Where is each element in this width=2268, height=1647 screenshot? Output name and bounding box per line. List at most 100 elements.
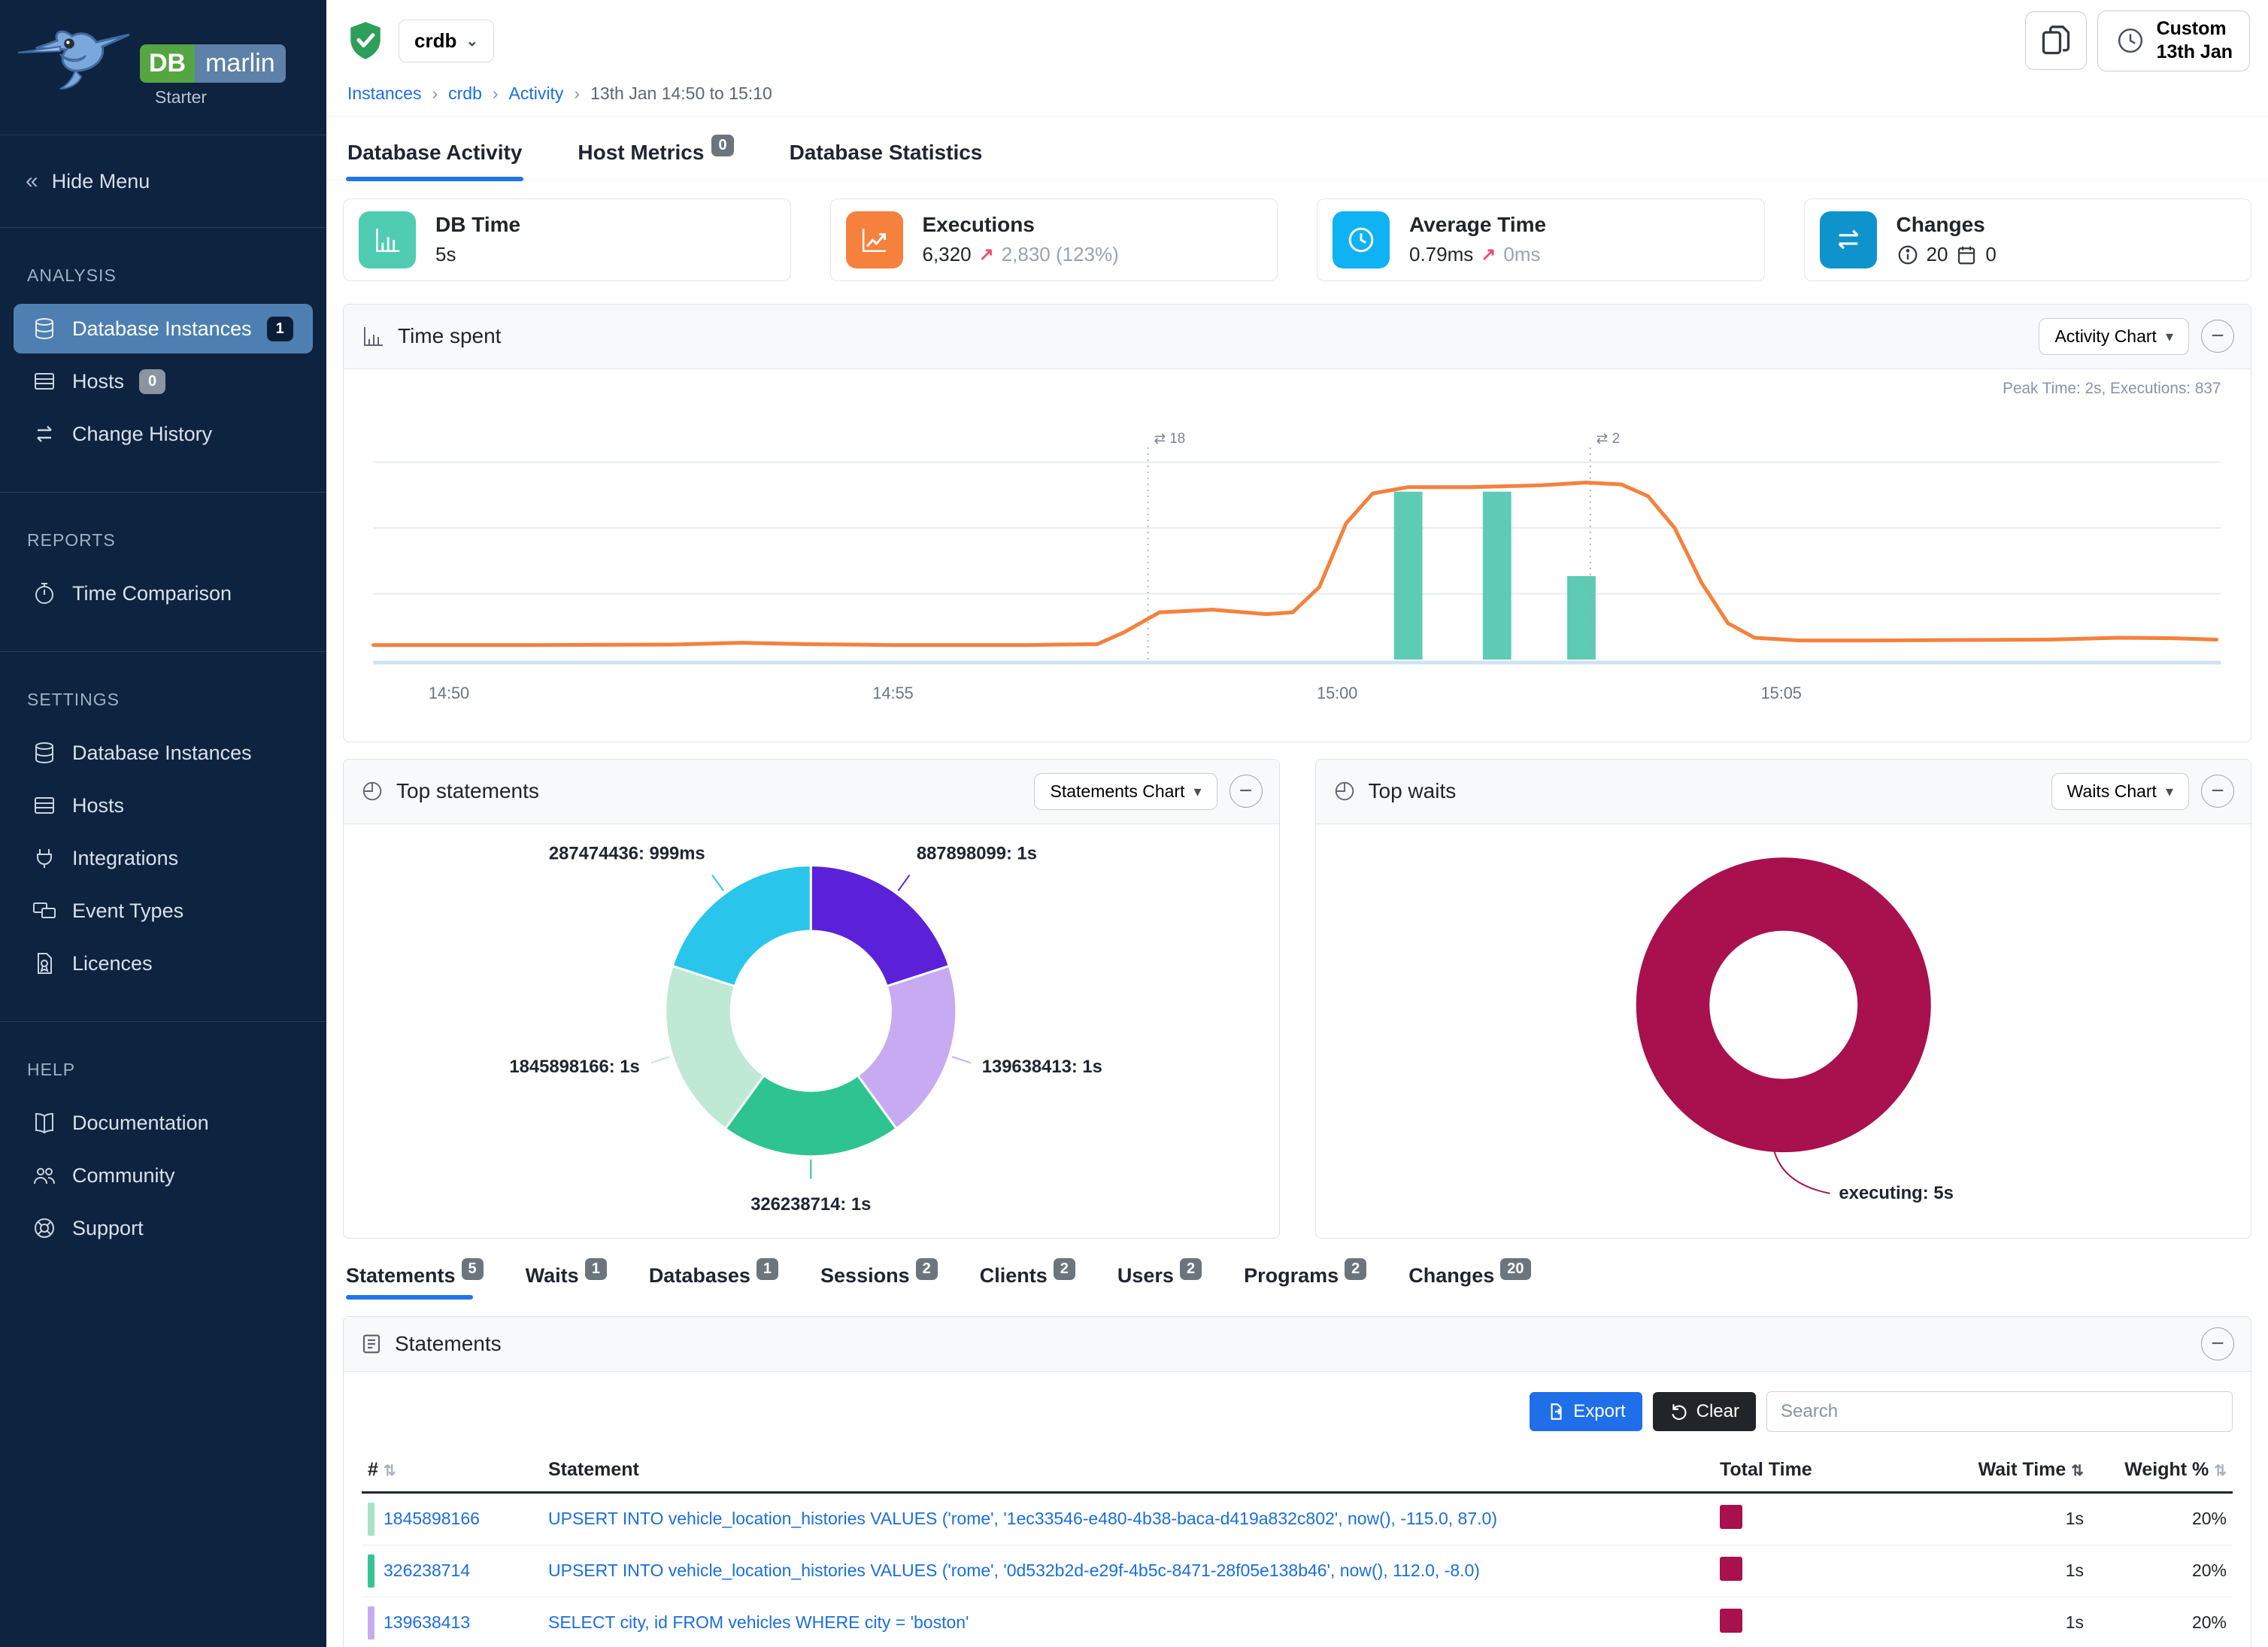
top-statements-chart[interactable]: 887898099: 1s 139638413: 1s 326238714: 1s 1… (344, 824, 1279, 1238)
sidebar-item-event-types[interactable]: Event Types (14, 886, 313, 936)
tab-database-activity[interactable]: Database Activity (346, 136, 524, 181)
card-title: Executions (922, 213, 1035, 236)
sidebar-item-change-history[interactable]: Change History (14, 409, 313, 459)
metric-cards: DB Time 5s Executions 6,320 ↗ 2,830 (123… (326, 180, 2268, 287)
detail-tab-sessions[interactable]: Sessions 2 (820, 1257, 938, 1300)
chevron-down-icon: ▾ (2165, 783, 2173, 800)
top-bar: crdb ⌄ Custom 13th Jan Instances › (326, 0, 2268, 117)
divider (0, 227, 326, 228)
section-title: SETTINGS (27, 690, 120, 709)
statement-id-link[interactable]: 1845898166 (384, 1509, 480, 1528)
card-title: Changes (1896, 213, 1985, 236)
main-tabs: Database Activity Host Metrics 0 Databas… (326, 117, 2268, 181)
tab-badge: 2 (1179, 1257, 1202, 1280)
statement-text-link[interactable]: UPSERT INTO vehicle_location_histories V… (548, 1561, 1480, 1580)
detail-tab-programs[interactable]: Programs 2 (1244, 1257, 1367, 1300)
column-header-statement[interactable]: Statement (542, 1448, 1714, 1494)
copy-button[interactable] (2024, 11, 2087, 71)
section-title: ANALYSIS (27, 265, 117, 285)
svg-text:1845898166: 1s: 1845898166: 1s (509, 1057, 639, 1077)
instance-selector[interactable]: crdb ⌄ (399, 19, 495, 62)
waits-chart-dropdown[interactable]: Waits Chart ▾ (2051, 772, 2189, 810)
sidebar-item-database-instances[interactable]: Database Instances 1 (14, 304, 313, 353)
card-title: Average Time (1409, 213, 1547, 236)
detail-tab-waits[interactable]: Waits 1 (525, 1257, 607, 1300)
collapse-panel-button[interactable]: − (2201, 320, 2234, 353)
top-waits-donut-canvas[interactable]: executing: 5s (1316, 824, 2251, 1234)
collapse-panel-button[interactable]: − (2201, 1327, 2234, 1360)
time-spent-chart[interactable]: ⇄ 18 ⇄ 2 14:50 14:55 15:00 15:05 Peak Time: 2s… (344, 369, 2251, 742)
column-header-weight[interactable]: Weight % ⇅ (2090, 1448, 2233, 1494)
bar-chart-icon (376, 228, 400, 252)
export-label: Export (1573, 1400, 1626, 1421)
sort-icon: ⇅ (2071, 1462, 2084, 1479)
breadcrumb-instances[interactable]: Instances (347, 83, 422, 103)
column-header-total-time[interactable]: Total Time (1714, 1448, 1864, 1494)
collapse-panel-button[interactable]: − (2201, 775, 2234, 808)
detail-tab-changes[interactable]: Changes 20 (1408, 1257, 1531, 1300)
breadcrumb-instance[interactable]: crdb (448, 83, 482, 103)
clear-label: Clear (1696, 1400, 1739, 1421)
trend-up-icon: ↗ (1481, 244, 1496, 265)
shield-check-icon (350, 22, 381, 59)
plug-icon (37, 849, 52, 868)
tab-label: Waits (525, 1263, 579, 1287)
column-header-id[interactable]: # ⇅ (362, 1448, 542, 1494)
line-chart-icon (862, 228, 886, 252)
panel-title: Top statements (396, 779, 539, 802)
statement-text-link[interactable]: SELECT city, id FROM vehicles WHERE city… (548, 1612, 969, 1632)
detail-tab-statements[interactable]: Statements 5 (346, 1257, 484, 1300)
card-value: 5s (435, 243, 456, 265)
time-spent-chart-canvas[interactable]: ⇄ 18 ⇄ 2 14:50 14:55 15:00 15:05 Peak Time: 2s… (351, 374, 2243, 727)
card-delta: 2,830 (123%) (1001, 243, 1119, 265)
calendar-icon (1958, 246, 1975, 264)
time-spent-header: Time spent Activity Chart ▾ − (344, 304, 2251, 369)
tab-database-statistics[interactable]: Database Statistics (788, 136, 984, 180)
search-input[interactable] (1766, 1391, 2233, 1432)
sidebar-item-time-comparison[interactable]: Time Comparison (14, 569, 313, 618)
sidebar-item-label: Licences (72, 951, 153, 975)
table-row: 139638413 SELECT city, id FROM vehicles … (362, 1597, 2233, 1647)
detail-tab-databases[interactable]: Databases 1 (649, 1257, 779, 1300)
column-header-wait-time[interactable]: Wait Time ⇅ (1864, 1448, 2090, 1494)
time-range-button[interactable]: Custom 13th Jan (2097, 11, 2250, 71)
sidebar-item-settings-database-instances[interactable]: Database Instances (14, 728, 313, 778)
table-row: 326238714 UPSERT INTO vehicle_location_h… (362, 1545, 2233, 1597)
tab-label: Users (1117, 1263, 1174, 1287)
card-executions: Executions 6,320 ↗ 2,830 (123%) (829, 198, 1278, 281)
collapse-panel-button[interactable]: − (1229, 775, 1263, 808)
top-waits-chart[interactable]: executing: 5s (1316, 824, 2251, 1238)
statement-text-link[interactable]: UPSERT INTO vehicle_location_histories V… (548, 1509, 1497, 1528)
clock-icon (1348, 227, 1374, 252)
tab-badge: 0 (711, 134, 734, 156)
detail-tab-clients[interactable]: Clients 2 (980, 1257, 1075, 1300)
sidebar-item-community[interactable]: Community (14, 1151, 313, 1200)
sidebar-item-support[interactable]: Support (14, 1203, 313, 1253)
tab-host-metrics[interactable]: Host Metrics 0 (576, 134, 735, 180)
tab-label: Host Metrics (578, 140, 705, 164)
divider (0, 1021, 326, 1022)
clear-button[interactable]: Clear (1652, 1391, 1756, 1431)
svg-text:139638413: 1s: 139638413: 1s (982, 1057, 1102, 1077)
export-button[interactable]: Export (1530, 1391, 1642, 1431)
sidebar-item-integrations[interactable]: Integrations (14, 833, 313, 883)
svg-text:executing: 5s: executing: 5s (1839, 1182, 1954, 1203)
sidebar-section-analysis: ANALYSIS Database Instances 1 Hosts 0 Ch… (0, 247, 326, 472)
card-db-time: DB Time 5s (343, 198, 791, 281)
brand-db: DB (140, 44, 196, 83)
breadcrumb-activity[interactable]: Activity (508, 83, 564, 103)
top-statements-donut-canvas[interactable]: 887898099: 1s 139638413: 1s 326238714: 1s 1… (344, 824, 1279, 1234)
hide-menu-button[interactable]: « Hide Menu (0, 155, 326, 208)
sidebar-item-licences[interactable]: Licences (14, 939, 313, 988)
sidebar-item-documentation[interactable]: Documentation (14, 1098, 313, 1148)
sidebar-item-settings-hosts[interactable]: Hosts (14, 781, 313, 830)
divider (0, 651, 326, 652)
activity-chart-dropdown[interactable]: Activity Chart ▾ (2039, 317, 2189, 355)
total-time-bar (1720, 1556, 1742, 1581)
statement-id-link[interactable]: 326238714 (384, 1561, 471, 1580)
sidebar-item-hosts[interactable]: Hosts 0 (14, 356, 313, 406)
detail-tab-users[interactable]: Users 2 (1117, 1257, 1202, 1300)
statements-chart-dropdown[interactable]: Statements Chart ▾ (1034, 772, 1217, 810)
statement-id-link[interactable]: 139638413 (384, 1612, 471, 1632)
sidebar-item-label: Documentation (72, 1111, 209, 1134)
